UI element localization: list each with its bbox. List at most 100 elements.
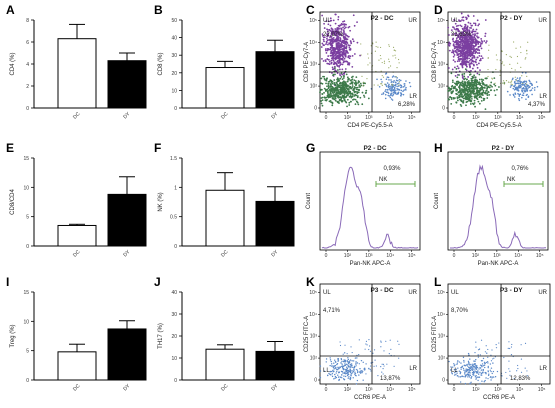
event-dot (324, 49, 327, 52)
event-dot (462, 19, 465, 22)
event-dot (536, 85, 539, 88)
event-dot (349, 365, 351, 368)
event-dot (478, 373, 480, 375)
event-dot (481, 85, 483, 88)
event-dot (352, 40, 355, 43)
event-dot (353, 79, 356, 82)
event-dot (381, 84, 383, 86)
event-dot (391, 84, 394, 86)
event-dot (472, 28, 475, 31)
event-dot (380, 341, 382, 343)
event-dot (322, 75, 324, 78)
event-dot (489, 84, 492, 87)
event-dot (343, 32, 346, 35)
event-dot (466, 84, 468, 87)
event-dot (503, 83, 505, 85)
event-dot (357, 88, 359, 91)
event-dot (354, 103, 357, 106)
event-dot (332, 97, 334, 100)
event-dot (337, 366, 339, 369)
event-dot (323, 36, 326, 39)
event-dot (393, 88, 396, 90)
event-dot (491, 372, 493, 375)
event-dot (521, 81, 524, 84)
event-dot (467, 33, 470, 35)
x-axis-label: Pan-NK APC-A (478, 261, 519, 267)
event-dot (358, 374, 360, 376)
event-dot (336, 85, 339, 88)
event-dot (509, 370, 511, 372)
event-dot (322, 60, 325, 62)
event-dot (396, 80, 399, 82)
event-dot (395, 89, 397, 92)
event-dot (381, 61, 383, 64)
event-dot (511, 78, 514, 81)
event-dot (482, 357, 485, 360)
event-dot (452, 87, 455, 90)
event-dot (464, 36, 467, 39)
event-dot (494, 94, 497, 97)
percentage-upper-left: 4,71% (323, 308, 341, 314)
event-dot (352, 366, 354, 368)
event-dot (463, 373, 466, 375)
event-dot (346, 372, 348, 374)
category-label: DC (72, 383, 82, 393)
event-dot (392, 92, 395, 94)
event-dot (476, 63, 478, 66)
event-dot (359, 85, 362, 88)
event-dot (367, 53, 369, 55)
event-dot (330, 57, 333, 60)
event-dot (485, 361, 488, 364)
event-dot (321, 34, 324, 37)
event-dot (347, 52, 349, 54)
event-dot (517, 97, 520, 100)
event-dot (527, 87, 529, 89)
y-tick-label: 10⁴ (309, 40, 317, 46)
event-dot (383, 350, 385, 352)
event-dot (338, 367, 340, 370)
quadrant-label-UL: UL (323, 18, 331, 24)
event-dot (337, 89, 340, 92)
event-dot (343, 352, 346, 354)
event-dot (471, 102, 474, 105)
event-dot (343, 30, 345, 33)
event-dot (468, 86, 470, 89)
panel-label-H: H (434, 141, 443, 155)
event-dot (325, 82, 327, 85)
event-dot (388, 44, 390, 46)
event-dot (336, 100, 339, 103)
event-dot (489, 363, 492, 365)
event-dot (360, 54, 362, 56)
event-dot (458, 45, 460, 48)
event-dot (521, 75, 523, 77)
event-dot (334, 375, 337, 378)
event-dot (396, 87, 398, 90)
event-dot (351, 370, 353, 372)
event-dot (472, 48, 474, 51)
event-dot (341, 371, 344, 373)
event-dot (463, 364, 466, 367)
event-dot (365, 91, 367, 94)
event-dot (354, 374, 357, 377)
event-dot (341, 366, 344, 369)
y-tick-label: 0 (174, 378, 177, 384)
event-dot (327, 48, 330, 51)
event-dot (347, 357, 349, 359)
event-dot (477, 46, 480, 48)
event-dot (342, 61, 345, 64)
event-dot (512, 87, 515, 90)
event-dot (354, 98, 357, 101)
event-dot (521, 96, 523, 99)
event-dot (380, 340, 382, 342)
event-dot (452, 43, 455, 46)
event-dot (360, 371, 362, 374)
event-dot (513, 96, 516, 98)
event-dot (387, 84, 390, 87)
event-dot (348, 45, 351, 47)
event-dot (484, 19, 487, 21)
event-dot (389, 96, 392, 99)
event-dot (346, 374, 349, 377)
event-dot (461, 34, 464, 37)
event-dot (451, 51, 453, 54)
